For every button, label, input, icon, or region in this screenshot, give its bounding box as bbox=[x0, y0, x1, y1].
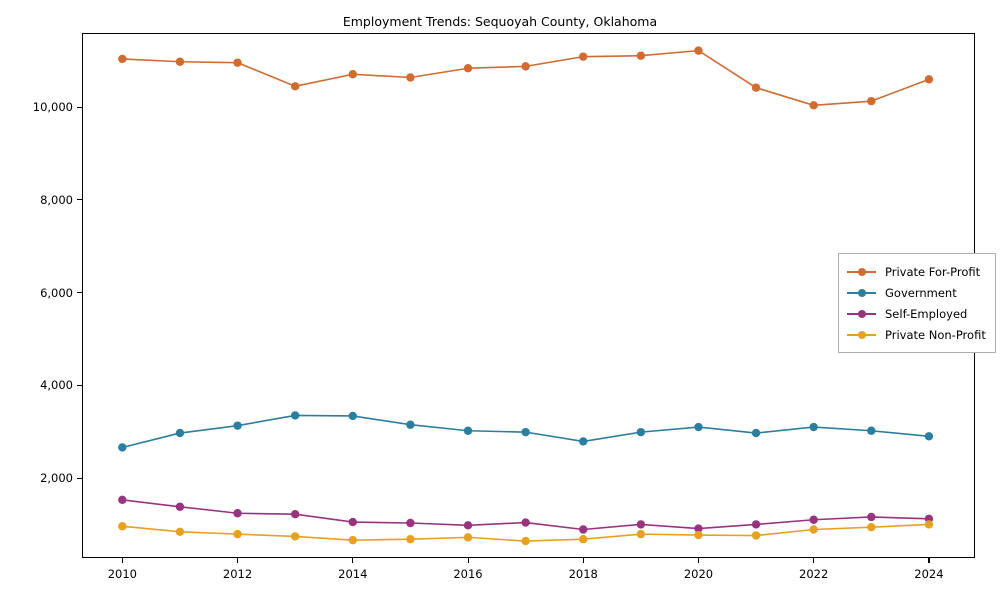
legend-item[interactable]: Private Non-Profit bbox=[847, 324, 986, 345]
x-tick-mark bbox=[813, 558, 815, 563]
x-tick-label: 2018 bbox=[568, 567, 598, 581]
x-tick-mark bbox=[121, 558, 123, 563]
legend-marker-icon bbox=[847, 308, 876, 320]
y-tick-mark bbox=[77, 384, 82, 386]
legend-dot-icon bbox=[857, 267, 866, 276]
x-tick-label: 2014 bbox=[338, 567, 368, 581]
y-tick-mark bbox=[77, 477, 82, 479]
legend-item-label: Self-Employed bbox=[885, 306, 968, 321]
y-tick-mark bbox=[77, 292, 82, 294]
x-tick-mark bbox=[928, 558, 930, 563]
x-tick-label: 2010 bbox=[107, 567, 137, 581]
y-tick-mark bbox=[77, 199, 82, 201]
y-tick-label: 6,000 bbox=[40, 285, 73, 300]
y-tick-label: 10,000 bbox=[32, 100, 73, 115]
x-tick-label: 2012 bbox=[222, 567, 253, 581]
legend-item[interactable]: Government bbox=[847, 282, 986, 303]
legend-item-label: Government bbox=[885, 285, 957, 300]
legend-marker-icon bbox=[847, 287, 876, 299]
legend: Private For-Profit Government Self-Employe… bbox=[838, 253, 996, 353]
x-tick-label: 2024 bbox=[914, 567, 944, 581]
legend-marker-icon bbox=[847, 266, 876, 278]
legend-item-label: Private For-Profit bbox=[885, 264, 981, 279]
chart-title: Employment Trends: Sequoyah County, Okla… bbox=[342, 14, 658, 29]
legend-dot-icon bbox=[857, 309, 866, 318]
x-tick-label: 2016 bbox=[453, 567, 483, 581]
legend-marker-icon bbox=[847, 329, 876, 341]
y-tick-label: 8,000 bbox=[40, 192, 73, 207]
y-tick-label: 4,000 bbox=[40, 378, 73, 393]
y-tick-mark bbox=[77, 106, 82, 108]
legend-item-label: Private Non-Profit bbox=[885, 327, 986, 342]
x-tick-label: 2020 bbox=[683, 567, 714, 581]
x-tick-mark bbox=[467, 558, 469, 563]
x-tick-mark bbox=[352, 558, 354, 563]
y-tick-label: 2,000 bbox=[40, 471, 73, 486]
legend-item[interactable]: Self-Employed bbox=[847, 303, 986, 324]
legend-dot-icon bbox=[857, 288, 866, 297]
x-tick-mark bbox=[237, 558, 239, 563]
x-tick-mark bbox=[697, 558, 700, 563]
legend-item[interactable]: Private For-Profit bbox=[847, 261, 986, 282]
x-tick-mark bbox=[582, 558, 584, 563]
x-tick-label: 2022 bbox=[799, 567, 829, 581]
legend-dot-icon bbox=[857, 330, 866, 339]
